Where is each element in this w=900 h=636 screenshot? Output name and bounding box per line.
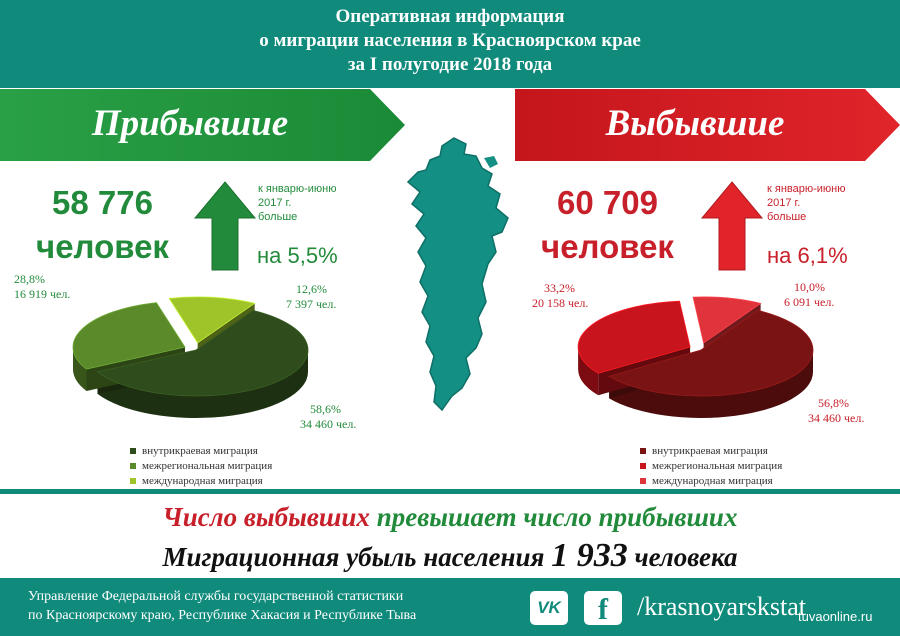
net-loss-text: Миграционная убыль населения xyxy=(162,542,545,572)
departures-label-intraregional-count: 34 460 чел. xyxy=(808,411,865,425)
arrivals-legend-item: международная миграция xyxy=(130,474,272,489)
departures-label-international-count: 6 091 чел. xyxy=(784,295,835,309)
arrivals-label-intraregional-pct: 58,6% xyxy=(310,402,341,416)
legend-label: межрегиональная миграция xyxy=(652,460,783,472)
arrivals-title: Прибывшие xyxy=(91,103,289,144)
legend-swatch xyxy=(640,448,646,455)
arrivals-change-note-line-1: к январю-июню xyxy=(258,183,337,195)
footer-org-line-2: по Красноярскому краю, Республике Хакаси… xyxy=(28,608,417,623)
arrivals-legend-item: межрегиональная миграция xyxy=(130,459,272,474)
arrivals-pie-chart xyxy=(72,296,309,418)
arrivals-pie-slice-2 xyxy=(168,296,256,344)
divider-band xyxy=(0,489,900,494)
page-title-line-2: о миграции населения в Красноярском крае xyxy=(259,30,641,51)
facebook-icon[interactable]: f xyxy=(584,591,622,626)
vk-icon[interactable]: VK xyxy=(530,591,568,625)
arrivals-label-intraregional: 58,6% 34 460 чел. xyxy=(300,402,356,432)
departures-banner xyxy=(515,89,900,161)
krasnoyarsk-map-icon xyxy=(396,134,526,419)
departures-pie-slice-1 xyxy=(577,300,691,374)
departures-pie-slice-side-0 xyxy=(609,350,813,418)
departures-change-note: к январю-июню 2017 г. больше xyxy=(767,182,877,224)
departures-up-arrow-icon xyxy=(700,180,764,277)
legend-label: внутрикраевая миграция xyxy=(652,445,768,457)
arrivals-label-interregional-count: 16 919 чел. xyxy=(14,287,71,301)
arrivals-label-international-count: 7 397 чел. xyxy=(286,297,337,311)
departures-change-note-line-1: к январю-июню xyxy=(767,183,846,195)
departures-label-interregional-count: 20 158 чел. xyxy=(532,296,589,310)
departures-change-note-line-2: 2017 г. xyxy=(767,197,801,209)
departures-label-international: 10,0% 6 091 чел. xyxy=(784,280,834,310)
arrivals-pie-slice-side-1 xyxy=(72,347,87,392)
arrivals-pie-slice-1 xyxy=(72,302,186,370)
arrivals-change-note-line-3: больше xyxy=(258,211,298,223)
departures-pie-slice-2 xyxy=(692,296,762,344)
comparison-message: Число выбывших превышает число прибывших xyxy=(0,500,900,534)
departures-label-intraregional-pct: 56,8% xyxy=(818,396,849,410)
departures-total-value: 60 709 xyxy=(557,184,658,221)
legend-label: межрегиональная миграция xyxy=(142,460,273,472)
departures-label-interregional-pct: 33,2% xyxy=(544,281,575,295)
net-loss-number: 1 933 xyxy=(551,537,628,574)
departures-legend-item: межрегиональная миграция xyxy=(640,459,782,474)
legend-swatch xyxy=(130,478,136,485)
arrivals-label-interregional: 28,8% 16 919 чел. xyxy=(14,272,70,302)
arrivals-change-note-line-2: 2017 г. xyxy=(258,197,292,209)
legend-label: международная миграция xyxy=(652,475,773,487)
departures-change-pct: на 6,1% xyxy=(767,243,848,268)
legend-label: международная миграция xyxy=(142,475,263,487)
departures-total-unit: человек xyxy=(541,228,674,265)
arrivals-change-note: к январю-июню 2017 г. больше xyxy=(258,182,368,224)
arrivals-label-interregional-pct: 28,8% xyxy=(14,272,45,286)
arrivals-label-intraregional-count: 34 460 чел. xyxy=(300,417,357,431)
net-loss-unit: человека xyxy=(634,542,738,572)
arrivals-legend-item: внутрикраевая миграция xyxy=(130,444,272,459)
page-title-line-1: Оперативная информация xyxy=(335,6,565,27)
arrivals-total-value: 58 776 xyxy=(52,184,153,221)
arrivals-legend: внутрикраевая миграция межрегиональная м… xyxy=(130,444,272,489)
arrivals-up-arrow-icon xyxy=(193,180,257,277)
departures-pie-slice-0 xyxy=(608,309,814,397)
comparison-part-arrivals: число прибывших xyxy=(523,502,738,532)
watermark: tuvaonline.ru xyxy=(798,609,873,624)
legend-label: внутрикраевая миграция xyxy=(142,445,258,457)
departures-legend-item: международная миграция xyxy=(640,474,782,489)
arrivals-label-international-pct: 12,6% xyxy=(296,282,327,296)
legend-swatch xyxy=(640,463,646,470)
comparison-part-exceeds: превышает xyxy=(376,502,517,532)
comparison-part-departures: Число выбывших xyxy=(162,502,370,532)
footer-band xyxy=(0,578,900,636)
arrivals-change-pct: на 5,5% xyxy=(257,243,338,268)
departures-change-note-line-3: больше xyxy=(767,211,807,223)
legend-swatch xyxy=(640,478,646,485)
arrivals-label-international: 12,6% 7 397 чел. xyxy=(286,282,336,312)
net-loss-message: Миграционная убыль населения 1 933 челов… xyxy=(0,537,900,576)
header-band xyxy=(0,0,900,88)
departures-label-interregional: 33,2% 20 158 чел. xyxy=(532,281,588,311)
departures-label-intraregional: 56,8% 34 460 чел. xyxy=(808,396,864,426)
departures-label-international-pct: 10,0% xyxy=(794,280,825,294)
arrivals-pie-slice-0 xyxy=(96,309,309,397)
legend-swatch xyxy=(130,463,136,470)
legend-swatch xyxy=(130,448,136,455)
footer-org-line-1: Управление Федеральной службы государств… xyxy=(28,589,404,604)
departures-legend: внутрикраевая миграция межрегиональная м… xyxy=(640,444,782,489)
departures-pie-chart xyxy=(577,296,814,418)
arrivals-pie-slice-side-0 xyxy=(97,350,308,418)
arrivals-total-unit: человек xyxy=(36,228,169,265)
departures-pie-slice-side-1 xyxy=(578,346,599,396)
arrivals-banner xyxy=(0,89,405,161)
page-title-line-3: за I полугодие 2018 года xyxy=(347,54,553,75)
departures-legend-item: внутрикраевая миграция xyxy=(640,444,782,459)
departures-title: Выбывшие xyxy=(605,103,785,144)
social-handle[interactable]: /krasnoyarskstat xyxy=(637,592,806,621)
